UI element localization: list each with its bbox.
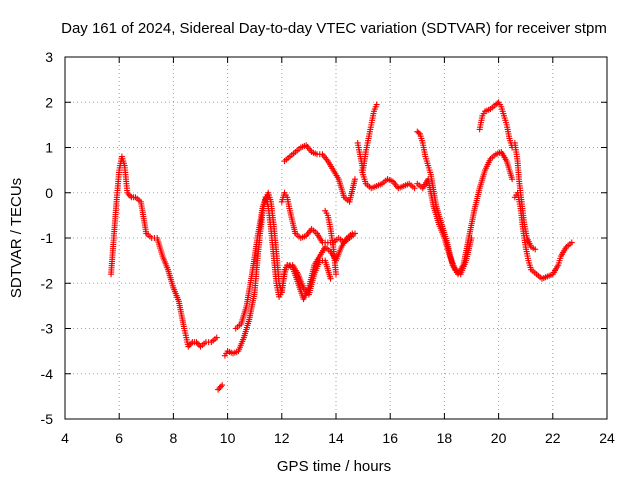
- data-point: [213, 334, 220, 341]
- y-tick-label: -5: [41, 411, 54, 427]
- series-seg-c: [221, 194, 356, 359]
- data-point: [568, 239, 575, 246]
- series-seg-a: [108, 153, 220, 350]
- series-seg-d: [232, 189, 334, 332]
- data-point: [327, 275, 334, 282]
- series-seg-g: [322, 207, 339, 278]
- x-tick-label: 6: [115, 430, 123, 446]
- data-marks: [108, 99, 575, 393]
- series-seg-f: [281, 142, 358, 205]
- data-point: [127, 192, 134, 199]
- series-seg-b: [215, 382, 226, 393]
- y-tick-label: 0: [45, 185, 53, 201]
- data-point: [215, 386, 222, 393]
- x-tick-labels: 4 6 8 10 12 14 16 18 20 22 24: [61, 430, 615, 446]
- data-point: [219, 382, 226, 389]
- data-point: [333, 271, 339, 278]
- tick-layer: [64, 56, 608, 420]
- data-point: [216, 385, 223, 392]
- x-tick-label: 22: [545, 430, 561, 446]
- x-tick-label: 4: [61, 430, 69, 446]
- x-tick-label: 16: [382, 430, 398, 446]
- y-tick-label: 1: [45, 140, 53, 156]
- data-point: [411, 185, 418, 192]
- chart-title: Day 161 of 2024, Sidereal Day-to-day VTE…: [61, 20, 607, 37]
- data-point: [351, 176, 358, 183]
- y-tick-label: -1: [41, 230, 54, 246]
- y-tick-labels: -5 -4 -3 -2 -1 0 1 2 3: [41, 49, 54, 427]
- series-seg-n: [511, 189, 575, 282]
- x-tick-label: 14: [328, 430, 344, 446]
- x-tick-label: 24: [599, 430, 615, 446]
- series-seg-h: [354, 101, 380, 174]
- y-tick-label: -2: [41, 275, 54, 291]
- data-point: [509, 176, 516, 183]
- data-point: [373, 101, 380, 108]
- x-tick-label: 20: [491, 430, 507, 446]
- data-point: [188, 340, 195, 347]
- data-point: [217, 383, 224, 390]
- series-seg-k: [414, 176, 475, 278]
- x-tick-label: 10: [220, 430, 236, 446]
- y-tick-label: -4: [41, 366, 54, 382]
- data-point: [468, 235, 475, 241]
- x-tick-label: 8: [170, 430, 178, 446]
- data-point: [494, 100, 501, 107]
- y-tick-label: -3: [41, 321, 54, 337]
- data-point: [415, 129, 422, 136]
- data-point: [351, 230, 358, 237]
- x-tick-label: 12: [274, 430, 290, 446]
- y-axis-title: SDTVAR / TECUs: [8, 178, 25, 298]
- series-seg-l: [476, 99, 516, 151]
- x-tick-label: 18: [437, 430, 453, 446]
- series-seg-i: [358, 167, 418, 192]
- x-axis-title: GPS time / hours: [277, 458, 391, 475]
- data-point: [532, 246, 539, 253]
- y-tick-label: 3: [45, 49, 53, 65]
- y-tick-label: 2: [45, 94, 53, 110]
- data-point: [194, 340, 201, 347]
